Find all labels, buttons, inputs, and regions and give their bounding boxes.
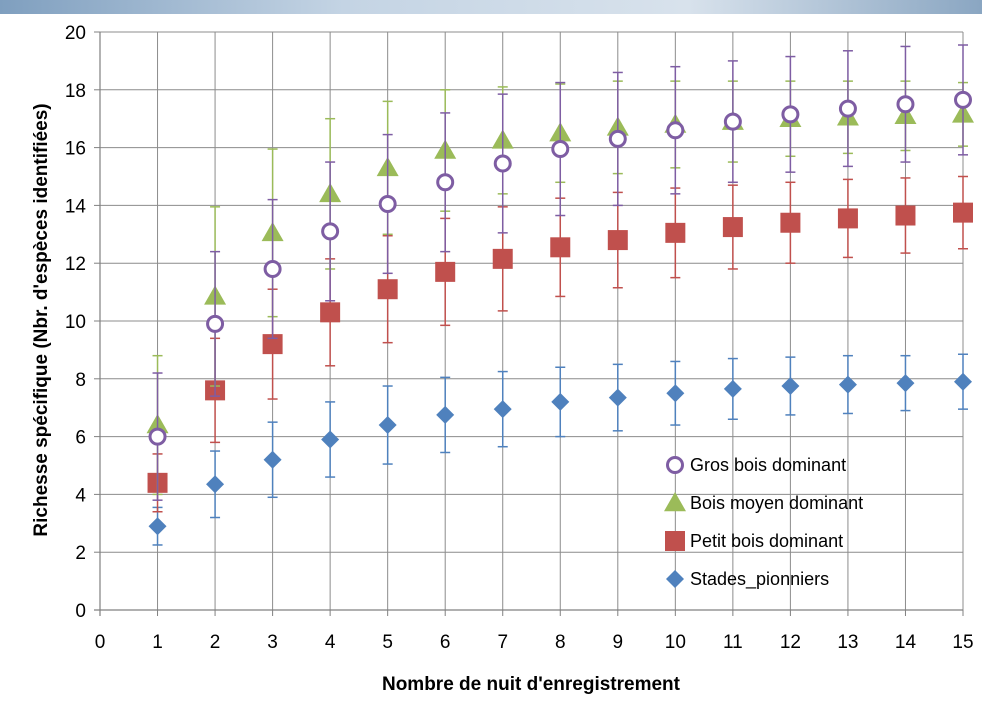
axes [94,31,964,616]
x-tick-label: 0 [95,632,106,653]
x-tick-label: 9 [613,632,624,653]
marker-square [550,237,571,258]
y-tick-label: 20 [65,23,86,44]
marker-diamond [838,375,857,394]
marker-open-circle [896,95,915,114]
marker-diamond [263,450,282,469]
marker-open-circle [666,456,684,474]
marker-diamond [954,372,972,391]
x-tick-label: 2 [210,632,221,653]
legend-item: Gros bois dominant [666,455,846,475]
series-gros-bois-dominant [148,44,972,501]
marker-open-circle [148,427,167,446]
x-tick-label: 10 [665,632,686,653]
marker-square [262,334,283,355]
marker-open-circle [206,314,225,333]
marker-open-circle [666,121,685,140]
marker-square [435,261,456,282]
marker-diamond [378,416,397,435]
marker-open-circle [378,194,397,213]
marker-open-circle [263,259,282,278]
marker-square [665,531,685,551]
marker-open-circle [551,140,570,159]
legend-item: Petit bois dominant [665,531,843,551]
marker-diamond [723,379,742,398]
marker-open-circle [838,99,857,118]
marker-square [780,212,801,233]
marker-diamond [436,405,455,424]
y-tick-label: 10 [65,312,86,333]
marker-diamond [148,517,167,536]
y-tick-label: 2 [75,543,86,564]
marker-diamond [206,475,225,494]
legend: Gros bois dominant Bois moyen dominant Pet… [664,455,863,590]
x-tick-label: 3 [267,632,278,653]
y-tick-label: 6 [75,428,86,449]
marker-square [377,279,398,300]
marker-diamond [321,430,340,449]
data-series [146,44,974,546]
x-tick-label: 8 [555,632,566,653]
y-tick-label: 0 [75,601,86,622]
marker-square [895,205,916,226]
y-tick-label: 4 [75,485,86,506]
series-petit-bois-dominant [147,175,973,513]
series-stades-pionniers [148,353,972,546]
x-tick-labels: 0 1 2 3 4 5 6 7 8 9 10 11 12 13 14 15 [95,632,974,653]
legend-label: Gros bois dominant [690,455,846,475]
marker-diamond [896,374,915,393]
x-tick-label: 15 [952,632,973,653]
y-tick-label: 8 [75,370,86,391]
marker-open-circle [493,154,512,173]
marker-square [320,302,341,323]
marker-square [837,208,858,229]
x-tick-label: 4 [325,632,336,653]
marker-open-circle [954,90,972,109]
marker-square [492,248,513,269]
legend-item: Stades_pionniers [666,569,829,590]
marker-triangle [664,492,686,512]
marker-open-circle [321,222,340,241]
x-tick-label: 6 [440,632,451,653]
x-axis-title: Nombre de nuit d'enregistrement [382,674,681,695]
legend-item: Bois moyen dominant [664,492,863,513]
marker-diamond [666,384,685,403]
legend-label: Petit bois dominant [690,531,843,551]
legend-label: Stades_pionniers [690,569,829,590]
marker-open-circle [436,173,455,192]
y-tick-labels: 0 2 4 6 8 10 12 14 16 18 20 [65,23,87,622]
x-tick-label: 14 [895,632,917,653]
marker-square [953,202,973,223]
marker-square [665,222,686,243]
marker-square [607,230,628,251]
x-tick-label: 13 [837,632,858,653]
x-tick-label: 11 [723,632,743,653]
x-tick-label: 1 [152,632,163,653]
y-axis-title: Richesse spécifique (Nbr. d'espèces iden… [31,103,52,536]
marker-diamond [551,392,570,411]
marker-diamond [608,388,627,407]
marker-square [722,217,743,238]
marker-open-circle [781,105,800,124]
x-tick-label: 12 [780,632,801,653]
x-tick-label: 5 [382,632,393,653]
top-photo-strip [0,0,982,14]
y-tick-label: 16 [65,139,86,160]
marker-diamond [781,377,800,396]
marker-diamond [666,570,684,588]
x-tick-label: 7 [497,632,508,653]
marker-open-circle [608,129,627,148]
legend-label: Bois moyen dominant [690,493,863,513]
marker-diamond [493,400,512,419]
y-tick-label: 12 [65,254,86,275]
y-tick-label: 18 [65,81,86,102]
marker-open-circle [723,112,742,131]
y-tick-label: 14 [65,196,87,217]
